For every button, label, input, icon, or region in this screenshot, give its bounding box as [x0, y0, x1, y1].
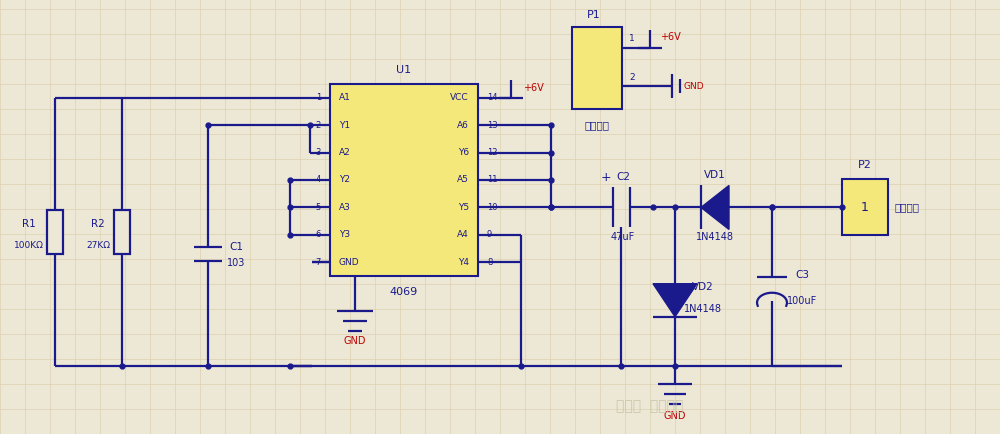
Bar [47, 210, 63, 254]
Text: 7: 7 [316, 258, 321, 267]
Text: 4: 4 [316, 175, 321, 184]
Text: 1: 1 [861, 201, 869, 214]
Text: R1: R1 [22, 219, 36, 229]
Text: 8: 8 [487, 258, 492, 267]
Text: R2: R2 [91, 219, 105, 229]
Text: 103: 103 [227, 258, 245, 268]
Text: U1: U1 [396, 65, 412, 75]
Text: 6: 6 [316, 230, 321, 240]
Text: 27KΩ: 27KΩ [86, 241, 110, 250]
Text: 企鹅号  帆华仪锦: 企鹅号 帆华仪锦 [616, 399, 684, 413]
Text: GND: GND [664, 411, 686, 421]
Text: C1: C1 [229, 242, 243, 252]
Bar [842, 179, 888, 235]
Text: 接线端子: 接线端子 [584, 120, 610, 130]
Text: 负压输出: 负压输出 [894, 202, 919, 212]
Text: 12: 12 [487, 148, 497, 157]
Text: C3: C3 [795, 270, 809, 280]
Text: VD1: VD1 [704, 171, 726, 181]
Text: 100KΩ: 100KΩ [14, 241, 44, 250]
Text: VCC: VCC [450, 93, 469, 102]
Text: 1: 1 [316, 93, 321, 102]
Text: Y4: Y4 [458, 258, 469, 267]
Text: 13: 13 [487, 121, 498, 130]
Text: +: + [601, 171, 611, 184]
Text: GND: GND [339, 258, 360, 267]
Text: A1: A1 [339, 93, 351, 102]
Text: A6: A6 [457, 121, 469, 130]
Text: P1: P1 [587, 10, 601, 20]
Text: +6V: +6V [660, 33, 680, 43]
Text: 1N4148: 1N4148 [696, 233, 734, 243]
Text: 1N4148: 1N4148 [684, 304, 722, 314]
Text: 3: 3 [316, 148, 321, 157]
Text: Y6: Y6 [458, 148, 469, 157]
Text: A5: A5 [457, 175, 469, 184]
Text: A3: A3 [339, 203, 351, 212]
Text: 10: 10 [487, 203, 497, 212]
Text: GND: GND [684, 82, 704, 91]
Text: 2: 2 [629, 72, 635, 82]
Text: 5: 5 [316, 203, 321, 212]
Polygon shape [701, 185, 729, 230]
Text: Y5: Y5 [458, 203, 469, 212]
Text: P2: P2 [858, 161, 872, 171]
Text: VD2: VD2 [692, 282, 714, 292]
Polygon shape [653, 284, 697, 317]
Text: 1: 1 [629, 34, 635, 43]
Bar [330, 84, 478, 276]
Text: 4069: 4069 [390, 287, 418, 297]
Text: Y3: Y3 [339, 230, 350, 240]
Text: C2: C2 [616, 172, 630, 182]
Text: 9: 9 [487, 230, 492, 240]
Bar [572, 27, 622, 109]
Text: GND: GND [344, 336, 366, 346]
Text: Y2: Y2 [339, 175, 350, 184]
Bar [114, 210, 130, 254]
Text: 100uF: 100uF [787, 296, 817, 306]
Text: 11: 11 [487, 175, 497, 184]
Text: Y1: Y1 [339, 121, 350, 130]
Text: A4: A4 [457, 230, 469, 240]
Text: 14: 14 [487, 93, 497, 102]
Text: +6V: +6V [523, 83, 543, 93]
Text: 47uF: 47uF [611, 233, 635, 243]
Text: 2: 2 [316, 121, 321, 130]
Text: A2: A2 [339, 148, 351, 157]
